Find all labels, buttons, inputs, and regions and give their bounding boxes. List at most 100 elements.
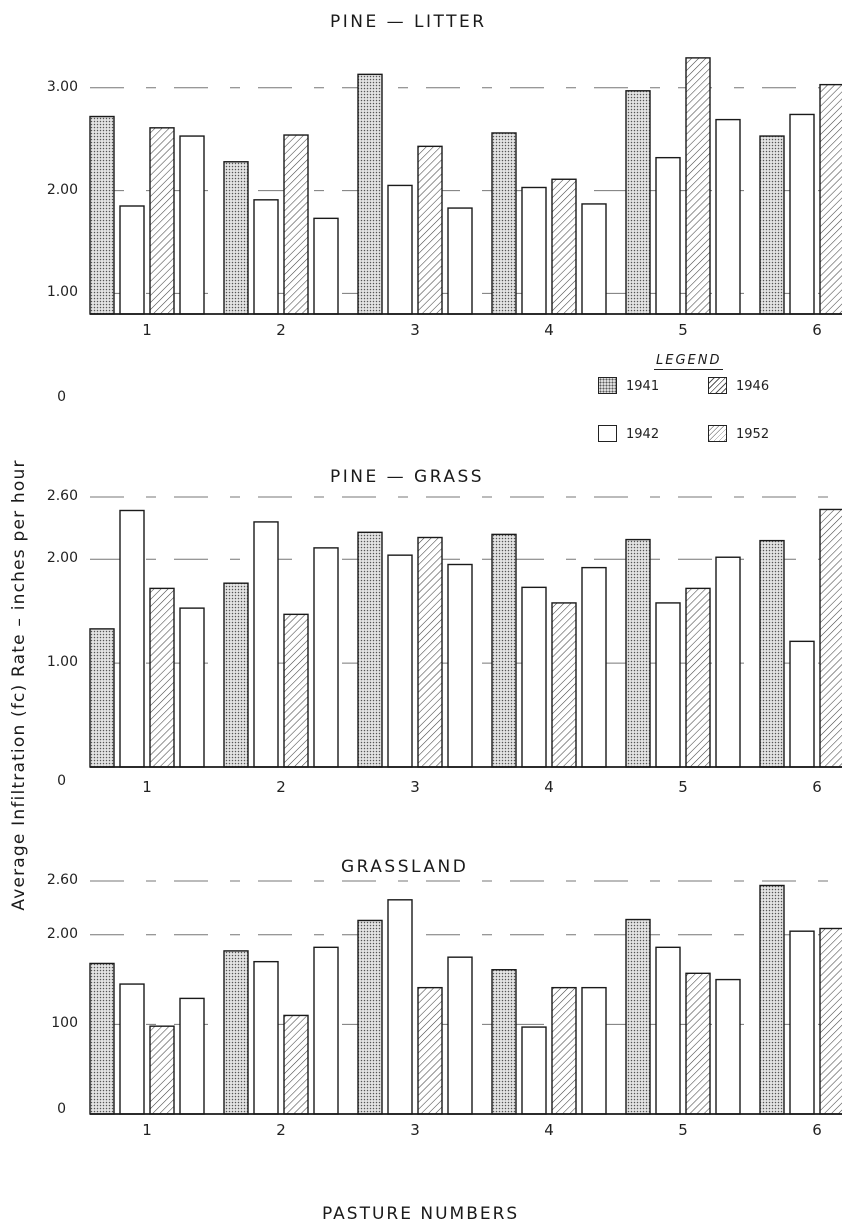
bar-1946 xyxy=(149,1025,175,1115)
bar-1942 xyxy=(789,640,815,768)
x-tick-label: 4 xyxy=(544,778,554,796)
y-tick-label: 100 xyxy=(51,1015,78,1032)
bar-1941 xyxy=(223,950,249,1115)
x-tick-label: 4 xyxy=(544,321,554,339)
chart-title: GRASSLAND xyxy=(341,857,469,877)
legend-label: 1942 xyxy=(626,427,660,442)
legend-swatch-hatch xyxy=(708,377,727,394)
bar-1946 xyxy=(283,613,309,768)
bar-1952 xyxy=(581,566,607,768)
bar-1946 xyxy=(551,602,577,768)
x-tick-label: 2 xyxy=(276,1121,286,1139)
bar-1946 xyxy=(149,127,175,315)
bar-1946 xyxy=(551,986,577,1115)
bar-1942 xyxy=(789,113,815,315)
x-tick-label: 5 xyxy=(678,1121,688,1139)
bar-1952 xyxy=(715,556,741,768)
bar-1942 xyxy=(387,899,413,1115)
bar-1952 xyxy=(447,956,473,1115)
legend-label: 1952 xyxy=(736,427,770,442)
y-zero-label: 0 xyxy=(57,389,66,405)
bar-1941 xyxy=(491,969,517,1115)
chart-title: PINE — LITTER xyxy=(330,12,487,32)
chart-panel xyxy=(89,496,842,768)
bar-1941 xyxy=(491,533,517,768)
legend: LEGEND 1941 1946 1942 1952 xyxy=(596,353,796,448)
y-tick-label: 2.60 xyxy=(46,872,78,888)
bar-1941 xyxy=(223,161,249,315)
y-tick-label: 2.60 xyxy=(46,488,78,504)
bar-1941 xyxy=(759,135,785,315)
x-tick-label: 6 xyxy=(812,1121,822,1139)
chart-title: PINE — GRASS xyxy=(330,467,485,487)
bar-1942 xyxy=(521,186,547,315)
x-tick-label: 3 xyxy=(410,778,420,796)
bar-1942 xyxy=(119,509,145,768)
y-tick-label: 1.00 xyxy=(46,654,78,671)
legend-swatch-dots xyxy=(598,377,617,394)
bar-1941 xyxy=(223,582,249,768)
bar-1946 xyxy=(283,1014,309,1115)
bar-1946 xyxy=(819,508,842,768)
legend-label: 1946 xyxy=(736,379,770,394)
bar-1942 xyxy=(119,983,145,1115)
bar-1941 xyxy=(357,919,383,1115)
bar-1941 xyxy=(759,884,785,1115)
bar-1946 xyxy=(685,57,711,315)
chart-panel xyxy=(89,880,842,1115)
bar-1952 xyxy=(715,118,741,315)
bar-1942 xyxy=(655,156,681,315)
bar-1952 xyxy=(447,563,473,768)
bar-1946 xyxy=(417,145,443,315)
bar-1946 xyxy=(283,134,309,315)
y-zero-label: 0 xyxy=(57,1101,66,1117)
bar-1942 xyxy=(655,946,681,1115)
bar-1942 xyxy=(655,602,681,768)
chart-panel xyxy=(89,57,842,315)
bar-1952 xyxy=(179,997,205,1115)
bar-1942 xyxy=(387,184,413,315)
x-tick-label: 6 xyxy=(812,321,822,339)
x-tick-label: 5 xyxy=(678,778,688,796)
bar-1952 xyxy=(581,203,607,315)
bar-1941 xyxy=(89,628,115,768)
bar-1942 xyxy=(521,1026,547,1115)
legend-label: 1941 xyxy=(626,379,660,394)
bar-1946 xyxy=(819,927,842,1115)
y-zero-label: 0 xyxy=(57,773,66,789)
bar-1946 xyxy=(819,83,842,315)
bar-1946 xyxy=(551,178,577,315)
bar-1946 xyxy=(149,587,175,768)
bar-1941 xyxy=(759,539,785,768)
bar-1941 xyxy=(625,90,651,315)
x-tick-label: 1 xyxy=(142,321,152,339)
bar-1946 xyxy=(685,972,711,1115)
bar-1941 xyxy=(491,132,517,315)
y-tick-label: 1.00 xyxy=(46,284,78,301)
bar-1942 xyxy=(253,960,279,1115)
bar-1952 xyxy=(313,946,339,1115)
bar-1942 xyxy=(789,930,815,1115)
x-tick-label: 4 xyxy=(544,1121,554,1139)
x-tick-label: 3 xyxy=(410,1121,420,1139)
bar-1942 xyxy=(521,586,547,768)
x-tick-label: 1 xyxy=(142,1121,152,1139)
bar-1942 xyxy=(253,199,279,315)
bar-1941 xyxy=(357,531,383,768)
bar-1941 xyxy=(89,962,115,1115)
x-tick-label: 3 xyxy=(410,321,420,339)
bar-1946 xyxy=(685,587,711,768)
legend-title: LEGEND xyxy=(654,353,724,370)
bar-1952 xyxy=(447,207,473,315)
x-tick-label: 2 xyxy=(276,321,286,339)
legend-swatch-hatch-light xyxy=(708,425,727,442)
bar-1952 xyxy=(313,547,339,768)
bar-1952 xyxy=(313,217,339,315)
bar-1942 xyxy=(119,205,145,315)
bar-1941 xyxy=(625,538,651,768)
bar-1952 xyxy=(179,607,205,768)
x-axis-label: PASTURE NUMBERS xyxy=(322,1204,520,1224)
bar-1952 xyxy=(715,978,741,1115)
